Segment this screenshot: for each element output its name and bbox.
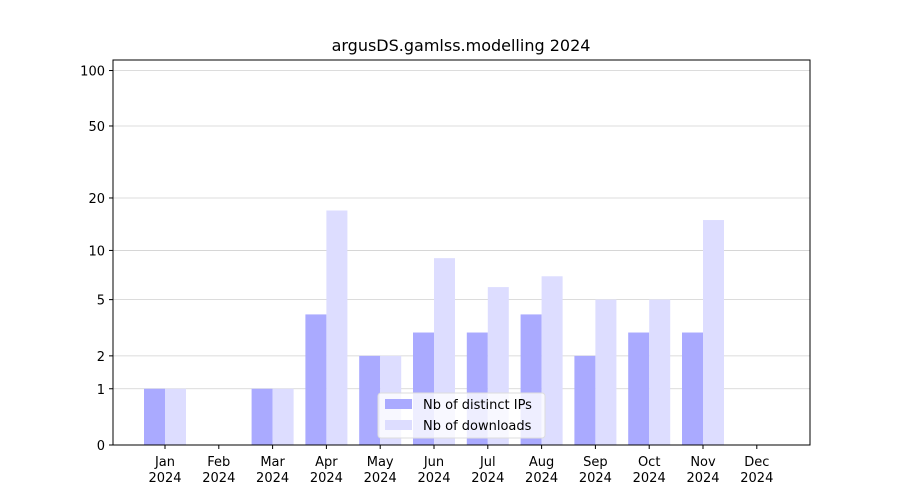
x-tick-label: Jun 2024	[417, 455, 450, 486]
y-tick-label: 1	[97, 383, 105, 398]
x-tick-label: Jan 2024	[148, 455, 181, 486]
x-tick-label: May 2024	[364, 455, 397, 486]
legend: Nb of distinct IPs Nb of downloads	[377, 392, 546, 439]
x-tick-label: Nov 2024	[686, 455, 719, 486]
bar	[165, 388, 186, 445]
x-tick-label: Feb 2024	[202, 455, 235, 486]
bar	[251, 388, 273, 445]
bar	[359, 355, 381, 445]
x-tick-label: Apr 2024	[310, 455, 343, 486]
y-tick-label: 20	[88, 192, 105, 207]
bar	[305, 314, 327, 445]
x-tick-label: Aug 2024	[525, 455, 558, 486]
y-tick-label: 0	[97, 439, 105, 454]
x-tick-label: Sep 2024	[579, 455, 612, 486]
legend-label: Nb of distinct IPs	[423, 398, 532, 413]
x-tick-label: Oct 2024	[633, 455, 666, 486]
x-tick-label: Mar 2024	[256, 455, 289, 486]
bar	[682, 332, 703, 445]
bar	[628, 332, 650, 445]
y-tick-label: 100	[80, 65, 105, 80]
bar	[595, 299, 617, 445]
legend-swatch	[385, 399, 412, 409]
y-tick-label: 5	[97, 294, 105, 309]
y-tick-label: 2	[97, 350, 105, 365]
legend-box	[377, 392, 546, 439]
bar	[144, 388, 165, 445]
bar	[326, 210, 348, 445]
legend-label: Nb of downloads	[423, 419, 532, 434]
bar	[703, 220, 724, 445]
y-tick-label: 50	[88, 120, 105, 135]
chart-title: argusDS.gamlss.modelling 2024	[332, 36, 591, 55]
bar	[272, 388, 294, 445]
bar	[574, 355, 596, 445]
legend-swatch	[385, 420, 412, 430]
x-tick-label: Dec 2024	[740, 455, 773, 486]
bar	[649, 299, 671, 445]
axes-frame	[112, 59, 811, 446]
x-tick-label: Jul 2024	[471, 455, 504, 486]
y-tick-label: 10	[88, 244, 105, 259]
bar	[541, 276, 563, 445]
